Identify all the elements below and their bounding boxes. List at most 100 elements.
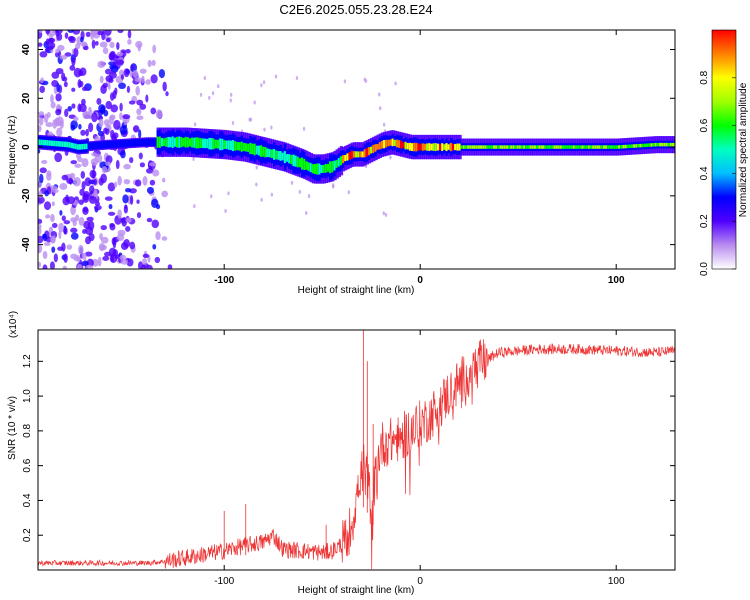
spectrogram-noise-blob [116, 51, 124, 57]
spectrogram-ridge-core [441, 143, 445, 151]
spectrogram-ridge-core [242, 142, 247, 152]
spectrogram-noise-blob [136, 108, 142, 116]
spectrogram-ridge-core [648, 143, 652, 147]
spectrogram-noise-blob [59, 182, 68, 190]
spectrogram-noise-blob [80, 36, 84, 43]
spectrogram-noise-blob [45, 30, 51, 35]
spectrogram-noise-blob [73, 177, 81, 187]
spectrogram-noise-blob [78, 103, 87, 113]
spectrogram-noise-blob [394, 81, 397, 86]
spectrogram-noise-blob [50, 236, 55, 244]
spectrogram-ridge-core [145, 140, 150, 144]
spectrogram-noise-blob [103, 109, 109, 117]
spectrogram-noise-blob [94, 153, 103, 163]
spectrogram-ridge-core [630, 144, 635, 148]
spectrogram-ridge-core [102, 143, 106, 147]
spectrogram-ridge-core [499, 145, 503, 149]
spectrogram-ridge-core [180, 137, 184, 148]
spectrogram-noise-blob [120, 259, 129, 265]
spectrogram-noise-blob [224, 208, 227, 213]
spectrogram-ridge-core [609, 145, 613, 149]
spectrogram-ridge-core [471, 145, 475, 149]
spectrogram-ridge-core [607, 145, 611, 149]
spectrogram-ridge-core [130, 141, 135, 145]
spectrogram-ridge-core [428, 143, 432, 151]
spectrogram-noise-blob [110, 104, 119, 113]
spectrogram-noise-blob [45, 122, 54, 128]
spectrogram-noise-blob [63, 220, 71, 225]
spectrogram-noise-blob [63, 81, 68, 88]
spectrogram-ridge-core [83, 143, 87, 150]
spectrogram-ridge-core [126, 141, 130, 146]
spectrogram-noise-blob [110, 65, 119, 73]
spectrogram-ridge-core [598, 145, 602, 149]
spectrogram-ridge-core [40, 139, 44, 146]
spectrogram-ridge-core [247, 143, 251, 153]
spectrogram-ridge-core [163, 138, 167, 147]
spectrogram-noise-blob [76, 36, 82, 46]
spectrogram-ridge-core [594, 145, 598, 149]
spectrogram-ridge-core [443, 144, 447, 150]
colorbar-tick-label: 0.0 [699, 262, 710, 276]
spectrogram-noise-blob [332, 184, 335, 189]
spectrogram-ridge-core [479, 145, 484, 149]
spectrogram-noise-blob [78, 244, 84, 255]
spectrogram-ridge-core [124, 141, 128, 146]
spectrogram-y-tick-label: 20 [21, 92, 32, 104]
spectrogram-noise-blob [51, 246, 56, 253]
spectrogram-ridge-core [624, 144, 628, 149]
spectrogram-ridge-core [370, 146, 374, 154]
figure-title: C2E6.2025.055.23.28.E24 [279, 2, 432, 17]
spectrogram-ridge-core [589, 145, 594, 149]
spectrogram-ridge-core [191, 137, 195, 148]
spectrogram-ridge-core [548, 145, 553, 149]
spectrogram-noise-blob [162, 177, 166, 183]
spectrogram-noise-blob [109, 71, 117, 79]
spectrogram-ridge-core [633, 144, 637, 148]
spectrogram-noise-blob [80, 170, 86, 179]
spectrogram-ridge-core [600, 145, 605, 149]
spectrogram-ridge-core [501, 145, 505, 149]
spectrogram-ridge-core [326, 163, 331, 172]
spectrogram-x-tick-label: -100 [214, 275, 234, 286]
spectrogram-ridge-core [570, 145, 574, 149]
spectrogram-noise-blob [38, 149, 41, 154]
spectrogram-noise-blob [290, 180, 294, 185]
spectrogram-noise-blob [76, 263, 83, 269]
colorbar-tick-label: 0.2 [699, 214, 710, 228]
spectrogram-noise-blob [132, 125, 140, 133]
spectrogram-noise-blob [38, 181, 42, 188]
spectrogram-noise-blob [61, 174, 69, 181]
spectrogram-ridge-core [490, 145, 495, 149]
spectrogram-noise-blob [120, 74, 125, 80]
spectrogram-noise-blob [229, 98, 232, 103]
spectrogram-ridge-core [486, 145, 490, 149]
spectrogram-ridge-core [251, 143, 255, 155]
spectrogram-y-tick-label: -40 [21, 237, 32, 252]
spectrogram-ridge-core [277, 151, 281, 160]
spectrogram-ridge-core [462, 145, 467, 149]
spectrogram-noise-blob [123, 120, 128, 126]
spectrogram-ridge-core [175, 136, 180, 148]
spectrogram-noise-blob [165, 91, 169, 97]
spectrogram-noise-blob [136, 99, 144, 106]
spectrogram-noise-blob [364, 79, 368, 84]
spectrogram-noise-blob [112, 249, 118, 257]
spectrogram-noise-blob [38, 261, 42, 268]
spectrogram-ridge-core [232, 140, 236, 152]
spectrogram-ridge-core [536, 145, 540, 149]
spectrogram-ridge-core [348, 152, 352, 160]
spectrogram-noise-blob [44, 190, 49, 197]
spectrogram-ridge-core [225, 140, 229, 150]
spectrogram-ridge-core [324, 163, 329, 173]
spectrogram-noise-blob [227, 191, 230, 196]
spectrogram-ridge-core [72, 143, 76, 149]
spectrogram-noise-blob [56, 82, 60, 93]
spectrogram-noise-blob [122, 114, 131, 120]
spectrogram-ridge-core [63, 141, 68, 148]
spectrogram-noise-blob [82, 193, 90, 203]
spectrogram-ridge-core [182, 137, 186, 147]
spectrogram-ridge-core [288, 154, 292, 164]
spectrogram-ridge-core [514, 145, 518, 149]
spectrogram-noise-blob [298, 189, 302, 194]
